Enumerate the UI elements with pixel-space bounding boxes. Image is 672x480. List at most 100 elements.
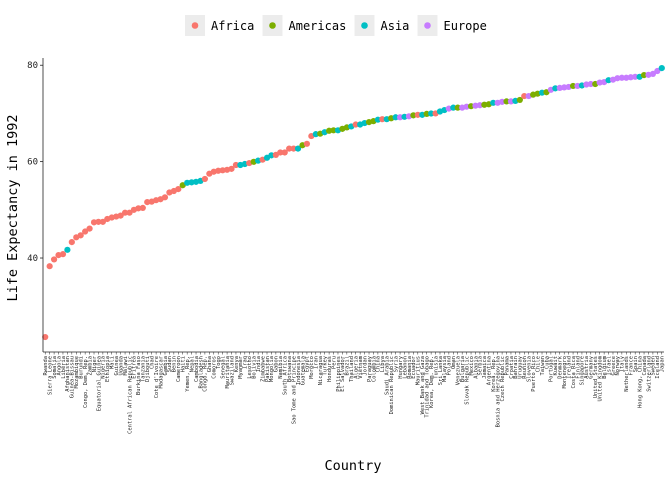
x-tick-label: Colombia: [371, 356, 377, 382]
x-tick-label: Ireland: [566, 356, 572, 379]
x-tick-label: Myanmar: [238, 355, 244, 378]
x-tick-label: Mexico: [469, 356, 475, 375]
point-guinea-bissau: [68, 239, 75, 246]
x-tick-label: Gambia: [163, 356, 169, 375]
legend-swatch: [424, 22, 431, 29]
legend-label: Africa: [211, 19, 254, 33]
x-tick-label: Denmark: [558, 355, 564, 378]
point-central-african-republic: [126, 209, 133, 216]
x-tick-label: Chad: [149, 356, 155, 369]
x-tick-label: Haiti: [181, 356, 187, 372]
x-tick-label: Zimbabwe: [260, 356, 266, 382]
point-indonesia: [294, 145, 302, 152]
x-axis-title: Country: [325, 458, 382, 474]
x-tick-label: Nepal: [189, 356, 195, 372]
x-tick-label: Lesotho: [247, 356, 253, 379]
x-tick-label: Hungary: [398, 355, 404, 378]
x-tick-label: Peru: [331, 356, 337, 369]
x-tick-label: Czech Republic: [500, 356, 506, 401]
x-tick-label: Slovak Republic: [464, 356, 470, 405]
x-tick-label: Burundi: [79, 356, 85, 379]
x-tick-label: Bahrain: [513, 356, 519, 379]
x-tick-label: Taiwan: [540, 356, 546, 375]
point-spain: [632, 73, 639, 80]
x-tick-label: Greece: [611, 356, 617, 375]
x-tick-label: Indonesia: [296, 356, 302, 385]
x-tick-label: Jamaica: [482, 356, 488, 379]
point-uruguay: [516, 96, 523, 104]
x-tick-label: Togo: [216, 356, 222, 369]
point-korea-dem-rep: [428, 110, 435, 117]
x-tick-label: Central African Republic: [127, 356, 133, 434]
x-tick-label: Morocco: [309, 356, 315, 379]
x-tick-label: Benin: [172, 356, 178, 372]
x-tick-label: El Salvador: [340, 355, 346, 391]
x-tick-label: Jordan: [362, 356, 368, 375]
x-tick-label: West Bank and Gaza: [420, 356, 426, 414]
x-tick-label: Chile: [535, 356, 541, 372]
x-tick-label: Dominican Republic: [389, 356, 395, 414]
x-tick-label: Bangladesh: [198, 356, 204, 388]
x-tick-label: Belgium: [602, 356, 608, 379]
point-liberia: [59, 251, 67, 258]
x-tick-label: Madagascar: [158, 355, 164, 388]
x-tick-label: Congo, Rep.: [203, 356, 209, 392]
x-tick-label: Albania: [473, 356, 479, 379]
point-namibia: [277, 149, 284, 156]
legend-swatch: [269, 22, 276, 29]
point-tanzania: [139, 204, 146, 211]
point-italy: [618, 74, 625, 81]
x-tick-label: Sao Tome and Principe: [291, 356, 297, 424]
y-tick-label: 60: [27, 158, 38, 168]
point-somalia: [50, 256, 58, 263]
point-equatorial-guinea: [95, 218, 102, 225]
x-tick-label: Uruguay: [518, 355, 524, 378]
point-rwanda: [42, 333, 49, 341]
x-tick-label: Vietnam: [358, 356, 364, 379]
x-tick-label: Turkey: [322, 355, 328, 375]
x-tick-label: Equatorial Guinea: [96, 356, 102, 411]
x-tick-label: Portugal: [549, 356, 555, 382]
x-tick-label: Sweden: [651, 356, 657, 375]
x-tick-label: Nicaragua: [318, 356, 324, 385]
legend-label: Europe: [444, 19, 487, 33]
x-tick-label: India: [256, 356, 262, 372]
x-tick-label: Bosnia and Herzegovina: [495, 356, 501, 427]
x-tick-label: Germany: [589, 355, 595, 378]
x-tick-label: Mauritania: [225, 356, 231, 388]
x-tick-label: Costa Rica: [571, 356, 577, 388]
x-tick-label: Egypt: [305, 356, 311, 372]
x-tick-label: Switzerland: [646, 356, 652, 392]
point-germany: [587, 80, 594, 88]
x-tick-label: Bulgaria: [460, 356, 466, 382]
x-tick-label: Eritrea: [132, 356, 138, 379]
legend: Africa Americas Asia Europe: [185, 15, 487, 36]
point-congo-rep: [201, 175, 208, 183]
x-tick-label: Kenya: [234, 356, 240, 372]
legend-item-asia: Asia: [354, 15, 409, 36]
x-tick-label: Paraguay: [367, 355, 373, 382]
x-tick-label: Thailand: [349, 356, 355, 382]
y-axis: 40 60 80: [27, 58, 44, 352]
x-tick-label: Congo, Dem. Rep.: [83, 356, 89, 408]
x-tick-label: Cameroon: [176, 356, 182, 382]
x-tick-label: Sudan: [167, 356, 173, 372]
x-tick-label: Cambodia: [194, 356, 200, 382]
point-sierra-leone: [46, 263, 53, 270]
point-reunion: [521, 92, 528, 100]
x-tick-label: Mali: [110, 356, 116, 369]
x-tick-label: Gabon: [274, 356, 280, 372]
point-uganda: [117, 212, 124, 219]
x-tick-label: Cuba: [544, 356, 550, 369]
x-tick-label: Mozambique: [74, 356, 80, 388]
point-malawi: [121, 209, 129, 216]
point-botswana: [286, 145, 293, 152]
y-tick-label: 80: [27, 61, 38, 71]
x-tick-label: Sri Lanka: [438, 356, 444, 385]
x-tick-label: Swaziland: [229, 356, 235, 385]
point-gambia: [161, 194, 169, 201]
x-tick-label: Malaysia: [442, 356, 448, 382]
x-tick-label: Trinidad and Tobago: [424, 356, 430, 418]
